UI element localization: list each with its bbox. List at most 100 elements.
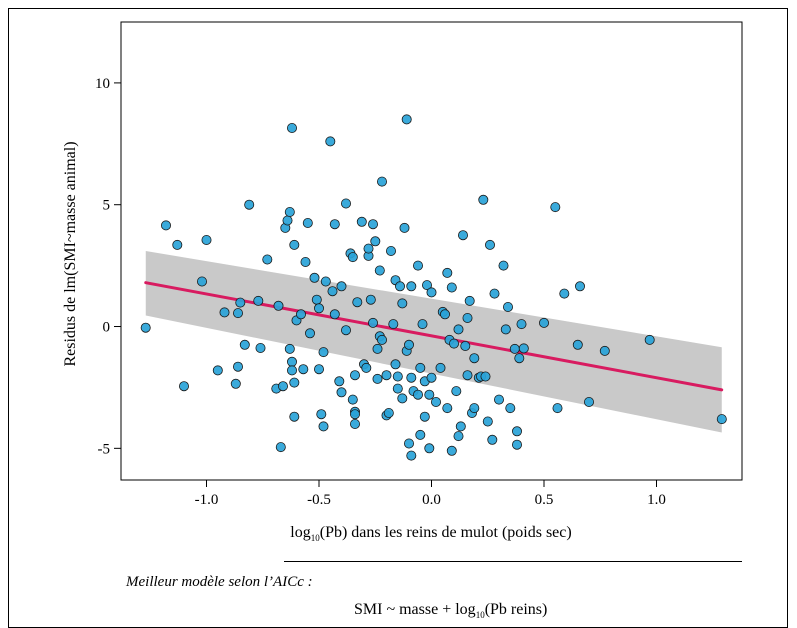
data-point xyxy=(424,389,435,400)
data-point xyxy=(403,438,414,449)
data-point xyxy=(212,365,223,376)
data-point xyxy=(430,396,441,407)
x-tick-label: 0.0 xyxy=(422,492,441,508)
data-point xyxy=(453,431,464,442)
data-point xyxy=(505,403,516,414)
data-point xyxy=(394,281,405,292)
data-point xyxy=(160,220,171,231)
data-point xyxy=(361,362,372,373)
data-point xyxy=(286,365,297,376)
data-point xyxy=(201,234,212,245)
data-point xyxy=(365,294,376,305)
data-point xyxy=(298,364,309,375)
x-tick-label: -0.5 xyxy=(307,492,331,508)
data-point xyxy=(178,381,189,392)
data-point xyxy=(392,371,403,382)
data-point xyxy=(289,411,300,422)
data-point xyxy=(518,343,529,354)
y-tick-label: 10 xyxy=(95,76,110,92)
data-point xyxy=(383,407,394,418)
data-point xyxy=(275,442,286,453)
data-point xyxy=(716,414,727,425)
data-point xyxy=(435,362,446,373)
data-point xyxy=(352,297,363,308)
data-point xyxy=(401,114,412,125)
data-point xyxy=(349,418,360,429)
data-point xyxy=(426,287,437,298)
data-point xyxy=(415,362,426,373)
data-point xyxy=(286,356,297,367)
data-point xyxy=(388,319,399,330)
data-point xyxy=(439,309,450,320)
data-point xyxy=(415,429,426,440)
data-point xyxy=(482,416,493,427)
data-point xyxy=(550,202,561,213)
data-point xyxy=(487,434,498,445)
data-point xyxy=(385,245,396,256)
data-point xyxy=(469,403,480,414)
data-point xyxy=(451,386,462,397)
data-point xyxy=(509,343,520,354)
data-point xyxy=(516,319,527,330)
data-point xyxy=(372,373,383,384)
x-tick-label: -1.0 xyxy=(195,492,219,508)
data-point xyxy=(464,295,475,306)
data-point xyxy=(284,343,295,354)
data-point xyxy=(419,411,430,422)
data-point xyxy=(284,206,295,217)
data-point xyxy=(498,260,509,271)
data-point xyxy=(232,361,243,372)
data-point xyxy=(502,301,513,312)
data-point xyxy=(442,403,453,414)
data-point xyxy=(304,328,315,339)
data-point xyxy=(460,340,471,351)
data-point xyxy=(253,295,264,306)
model-formula: SMI ~ masse + log10(Pb reins) xyxy=(354,601,548,621)
data-point xyxy=(392,383,403,394)
data-point xyxy=(406,281,417,292)
data-point xyxy=(406,450,417,461)
data-point xyxy=(584,396,595,407)
data-point xyxy=(493,394,504,405)
data-point xyxy=(446,445,457,456)
data-point xyxy=(484,239,495,250)
data-point xyxy=(232,308,243,319)
data-point xyxy=(572,339,583,350)
data-point xyxy=(381,370,392,381)
data-point xyxy=(390,359,401,370)
data-point xyxy=(340,325,351,336)
data-point xyxy=(539,317,550,328)
data-point xyxy=(511,426,522,437)
data-point xyxy=(239,339,250,350)
data-point xyxy=(399,222,410,233)
data-point xyxy=(311,294,322,305)
data-point xyxy=(230,378,241,389)
confidence-band xyxy=(145,251,722,433)
data-point xyxy=(282,215,293,226)
data-point xyxy=(469,353,480,364)
data-point xyxy=(349,370,360,381)
data-point xyxy=(277,381,288,392)
scatter-chart: -1.0 -0.5 0.0 0.5 1.0 -5 0 5 10 Residus de lm(S… xyxy=(62,21,743,543)
data-point xyxy=(336,281,347,292)
data-point xyxy=(262,254,273,265)
caption-separator xyxy=(284,561,742,562)
figure-frame: -1.0 -0.5 0.0 0.5 1.0 -5 0 5 10 Residus de lm(S… xyxy=(8,8,788,628)
x-axis-label: log10(Pb) dans les reins de mulot (poids… xyxy=(290,524,571,543)
data-point xyxy=(372,343,383,354)
data-point xyxy=(329,219,340,230)
data-point xyxy=(367,317,378,328)
data-point xyxy=(318,347,329,358)
data-point xyxy=(140,322,151,333)
data-point xyxy=(309,272,320,283)
data-point xyxy=(421,280,432,291)
data-point xyxy=(552,403,563,414)
data-point xyxy=(313,364,324,375)
caption-title: Meilleur modèle selon l’AICc : xyxy=(126,574,313,590)
data-point xyxy=(363,243,374,254)
x-tick-label: 1.0 xyxy=(647,492,666,508)
data-point xyxy=(349,409,360,420)
data-point xyxy=(426,372,437,383)
data-point xyxy=(327,286,338,297)
y-tick-label: -5 xyxy=(98,441,111,457)
